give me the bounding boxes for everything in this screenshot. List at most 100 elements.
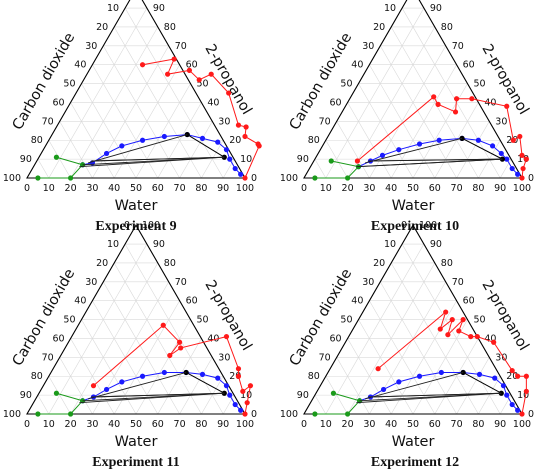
data-point <box>223 383 230 389</box>
data-point <box>492 375 498 381</box>
grid-line <box>325 243 425 415</box>
tick-label-co2: 30 <box>85 41 97 52</box>
data-point <box>435 101 441 107</box>
data-point <box>68 175 74 181</box>
axis-title-bottom: Water <box>392 198 435 214</box>
data-point <box>515 171 521 177</box>
tick-label-water: 90 <box>217 183 229 194</box>
tie-line <box>79 392 225 404</box>
data-point <box>178 345 184 351</box>
tick-label-water: 50 <box>407 183 419 194</box>
tick-label-co2: 80 <box>308 135 320 146</box>
tick-label-co2: 30 <box>362 277 374 288</box>
data-point <box>416 373 423 379</box>
grid-line <box>124 243 224 415</box>
data-point <box>119 143 125 149</box>
grid-line <box>314 158 327 179</box>
data-point <box>416 141 423 147</box>
tick-label-water: 40 <box>108 419 120 430</box>
data-point <box>517 133 523 140</box>
tie-line <box>364 137 463 164</box>
data-point <box>242 411 248 417</box>
data-point <box>396 379 402 385</box>
tick-label-co2: 60 <box>53 97 65 108</box>
data-point <box>53 154 60 160</box>
grid-line <box>103 45 180 179</box>
data-point <box>160 322 166 328</box>
data-point <box>119 379 125 385</box>
data-point <box>165 71 171 77</box>
data-point <box>244 400 250 406</box>
grid-line <box>380 45 457 179</box>
panel-caption: Experiment 10 <box>371 219 459 234</box>
tick-label-co2: 90 <box>20 154 32 165</box>
tick-label-water: 30 <box>86 419 98 430</box>
data-point <box>139 373 146 379</box>
grid-line <box>70 102 115 179</box>
tick-label-co2: 10 <box>384 239 396 250</box>
grid-line <box>325 376 348 415</box>
tick-label-propanol: 60 <box>186 296 198 307</box>
grid-line <box>325 7 425 179</box>
data-point <box>475 137 481 143</box>
data-point <box>242 175 248 181</box>
tick-label-water: 20 <box>65 183 77 194</box>
grid-line <box>103 281 180 415</box>
tick-label-propanol: 50 <box>197 79 209 90</box>
tie-line <box>79 156 225 168</box>
tick-label-co2: 100 <box>280 173 298 184</box>
data-point <box>438 369 444 376</box>
tick-label-water: 40 <box>108 183 120 194</box>
tick-label-co2: 60 <box>330 97 342 108</box>
panel-caption: Experiment 11 <box>92 455 180 470</box>
tick-label-co2: 70 <box>42 116 54 127</box>
data-point <box>199 371 206 377</box>
data-point <box>186 67 193 73</box>
tick-label-propanol: 80 <box>164 258 176 269</box>
grid-line <box>48 7 148 179</box>
tick-label-water: 70 <box>451 183 463 194</box>
data-point <box>232 165 238 172</box>
tick-label-co2: 70 <box>42 352 54 363</box>
tick-label-water: 20 <box>342 419 354 430</box>
data-point <box>431 94 437 100</box>
tick-label-propanol: 10 <box>517 390 529 401</box>
tick-label-water: 20 <box>65 419 77 430</box>
tick-label-water: 40 <box>385 419 397 430</box>
panel-caption: Experiment 12 <box>371 455 459 470</box>
data-point <box>103 150 110 157</box>
data-point <box>161 369 167 376</box>
tick-label-co2: 30 <box>362 41 374 52</box>
grid-line <box>478 376 501 415</box>
tick-label-water: 70 <box>174 419 186 430</box>
tick-label-co2: 100 <box>3 409 21 420</box>
tick-label-water: 0 <box>301 183 307 194</box>
tick-label-co2: 40 <box>74 296 86 307</box>
tick-label-propanol: 20 <box>506 371 518 382</box>
tick-label-co2: 60 <box>330 333 342 344</box>
tie-line <box>368 392 502 398</box>
tick-label-propanol: 40 <box>484 333 496 344</box>
data-point <box>35 411 41 417</box>
data-point <box>469 96 475 102</box>
data-point <box>90 383 97 389</box>
tick-label-co2: 80 <box>31 371 43 382</box>
triangle-frame <box>303 224 523 415</box>
grid-line <box>369 281 446 415</box>
data-point <box>523 388 529 394</box>
tick-label-water: 10 <box>320 419 332 430</box>
data-point <box>242 133 248 140</box>
tick-label-propanol: 50 <box>474 315 486 326</box>
tie-line <box>364 372 464 400</box>
data-point <box>171 56 177 62</box>
data-point <box>345 411 351 417</box>
data-point <box>520 165 526 172</box>
tick-label-water: 80 <box>195 183 207 194</box>
grid-line <box>325 140 348 179</box>
data-point <box>161 133 167 140</box>
tick-label-propanol: 70 <box>452 41 464 52</box>
tick-label-co2: 0 <box>401 220 407 231</box>
tick-label-water: 100 <box>513 419 531 430</box>
data-point <box>68 411 74 417</box>
data-point <box>449 317 455 323</box>
